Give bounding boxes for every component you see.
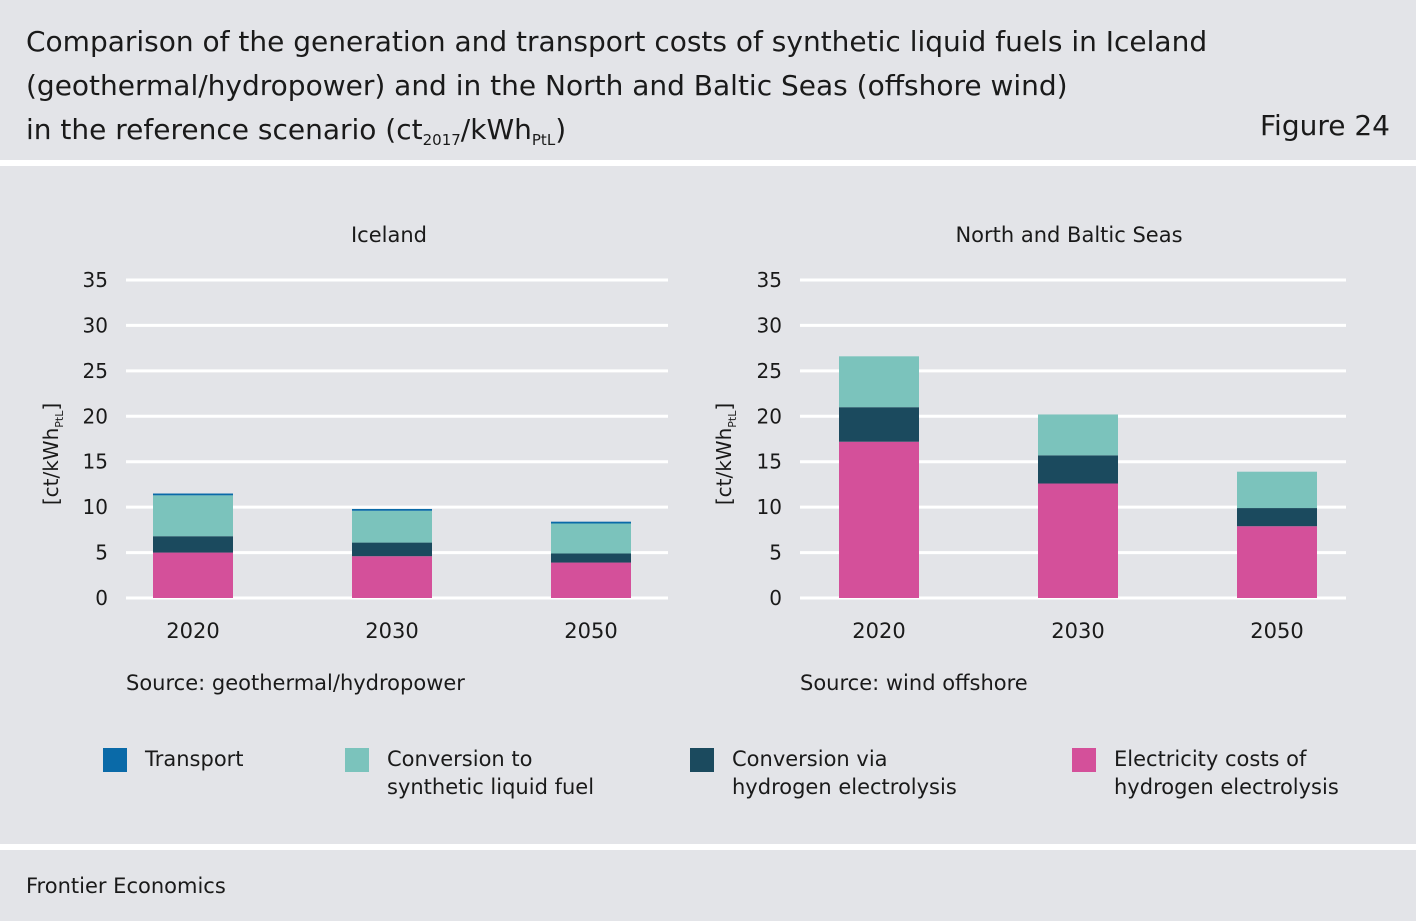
bar-0-2020-series-3: [153, 493, 233, 496]
bar-1-2050-series-1: [1237, 508, 1317, 527]
y-tick-label-0-0: 0: [95, 586, 108, 610]
figure-label: Figure 24: [1259, 109, 1390, 142]
bar-0-2050-series-0: [551, 562, 631, 598]
chart-title-0: Iceland: [351, 223, 427, 247]
header: Comparison of the generation and transpo…: [0, 0, 1416, 160]
bar-0-2030-series-3: [352, 508, 432, 511]
x-tick-label-0-2030: 2030: [365, 619, 418, 643]
bar-0-2020-series-2: [153, 495, 233, 537]
x-tick-label-1-2030: 2030: [1051, 619, 1104, 643]
x-tick-label-1-2020: 2020: [852, 619, 905, 643]
legend-label-conversion-hydrogen: Conversion via hydrogen electrolysis: [732, 747, 957, 799]
bar-1-2030-series-1: [1038, 455, 1118, 484]
y-tick-label-1-20: 20: [757, 404, 782, 428]
legend-label-transport: Transport: [145, 747, 244, 771]
y-tick-label-1-30: 30: [757, 313, 782, 337]
bar-1-2050-series-2: [1237, 471, 1317, 509]
chart-title-1: North and Baltic Seas: [955, 223, 1182, 247]
bar-0-2050-series-1: [551, 553, 631, 563]
y-tick-label-0-30: 30: [83, 313, 108, 337]
y-tick-label-0-20: 20: [83, 404, 108, 428]
chart-panel: Iceland 0 5 10 15 20 25 30 35 [ct/kWhPtL] 2020 2030…: [0, 166, 1416, 844]
y-tick-label-0-25: 25: [83, 359, 108, 383]
footer: Frontier Economics: [0, 850, 1416, 921]
y-tick-label-0-15: 15: [83, 450, 108, 474]
y-tick-label-0-35: 35: [83, 268, 108, 292]
x-tick-label-0-2020: 2020: [166, 619, 219, 643]
source-north-baltic: Source: wind offshore: [800, 671, 1028, 695]
y-axis-label-0: [ct/kWhPtL]: [39, 403, 66, 505]
y-tick-label-1-5: 5: [769, 541, 782, 565]
y-tick-label-1-35: 35: [757, 268, 782, 292]
title-line-1: Comparison of the generation and transpo…: [26, 25, 1208, 58]
title-line-3: in the reference scenario (ct2017/kWhPtL…: [26, 113, 567, 149]
legend-label-electricity: Electricity costs of hydrogen electrolysi…: [1114, 747, 1339, 799]
bar-1-2050-series-0: [1237, 526, 1317, 598]
footer-text: Frontier Economics: [26, 874, 226, 898]
bar-1-2020-series-0: [839, 441, 919, 598]
y-tick-label-1-10: 10: [757, 495, 782, 519]
x-tick-label-1-2050: 2050: [1250, 619, 1303, 643]
source-iceland: Source: geothermal/hydropower: [126, 671, 465, 695]
y-tick-label-1-0: 0: [769, 586, 782, 610]
bar-0-2050-series-2: [551, 523, 631, 554]
bar-1-2030-series-0: [1038, 483, 1118, 598]
y-tick-label-0-10: 10: [83, 495, 108, 519]
legend-swatch-transport: [103, 748, 127, 772]
bar-0-2020-series-1: [153, 536, 233, 553]
title-line-2: (geothermal/hydropower) and in the North…: [26, 69, 1068, 102]
bar-1-2020-series-2: [839, 356, 919, 408]
x-tick-label-0-2050: 2050: [564, 619, 617, 643]
legend-swatch-electricity: [1072, 748, 1096, 772]
legend-swatch-conversion-hydrogen: [690, 748, 714, 772]
bar-0-2030-series-1: [352, 542, 432, 557]
bar-0-2050-series-3: [551, 521, 631, 524]
y-tick-label-0-5: 5: [95, 541, 108, 565]
bar-0-2030-series-0: [352, 556, 432, 598]
y-axis-label-1: [ct/kWhPtL]: [712, 403, 739, 505]
y-tick-label-1-25: 25: [757, 359, 782, 383]
bar-1-2020-series-1: [839, 407, 919, 442]
bar-0-2030-series-2: [352, 510, 432, 543]
legend-label-conversion-synthetic: Conversion to synthetic liquid fuel: [387, 747, 595, 799]
page-title: Comparison of the generation and transpo…: [26, 20, 1226, 152]
bar-0-2020-series-0: [153, 552, 233, 598]
bar-1-2030-series-2: [1038, 414, 1118, 456]
legend-swatch-conversion-synthetic: [345, 748, 369, 772]
y-tick-label-1-15: 15: [757, 450, 782, 474]
